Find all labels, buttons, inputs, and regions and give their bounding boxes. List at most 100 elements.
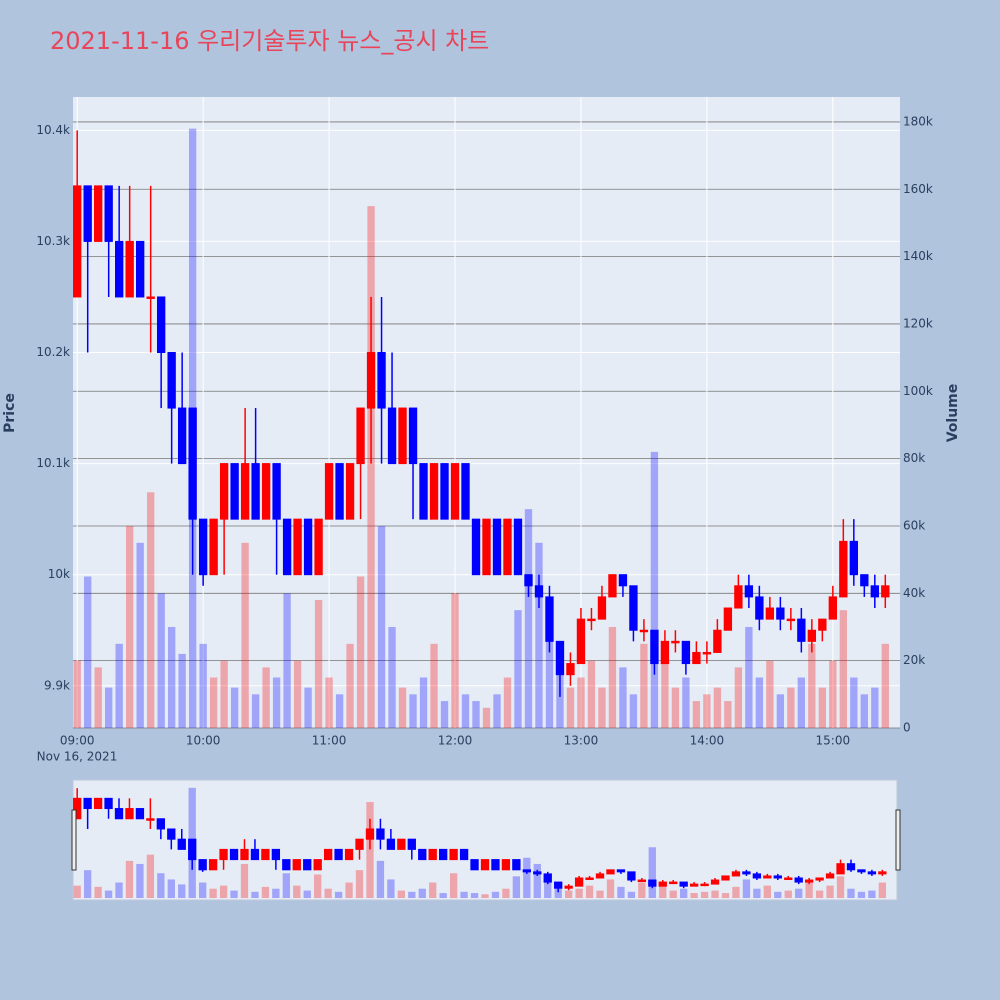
volume-bar — [304, 687, 312, 728]
volume-bar — [836, 876, 845, 898]
y-tick-label: 10.3k — [36, 234, 70, 248]
volume-bar — [868, 890, 876, 898]
volume-bar — [566, 687, 575, 728]
volume-bar — [847, 888, 855, 898]
candle-body — [669, 881, 678, 885]
candle-body — [356, 407, 365, 465]
candle-body — [608, 574, 617, 598]
candle-body — [115, 240, 124, 298]
candle-body — [219, 463, 229, 520]
candle-body — [387, 407, 397, 465]
candle-body — [240, 848, 249, 861]
candle-body — [293, 518, 302, 576]
volume-bar — [524, 509, 533, 728]
range-slider[interactable] — [72, 779, 898, 901]
volume-bar — [220, 660, 228, 728]
candle-body — [752, 873, 762, 879]
volume-bar — [167, 879, 175, 898]
volume-bar — [314, 600, 323, 728]
volume-bar — [430, 643, 438, 728]
volume-bar — [356, 576, 365, 728]
volume-bar — [808, 643, 816, 728]
candle-body — [167, 828, 176, 840]
candle-body — [543, 873, 552, 883]
volume-bar — [283, 593, 291, 728]
candle-body — [773, 875, 782, 879]
range-handle[interactable] — [71, 809, 77, 871]
volume-bar — [293, 660, 302, 728]
volume-bar — [724, 701, 732, 728]
volume-bar — [84, 576, 92, 728]
volume-bar — [335, 694, 344, 728]
volume-bar — [451, 593, 459, 728]
candle-body — [471, 518, 481, 576]
volume-bar — [648, 847, 656, 898]
x-tick-label: 09:00 — [60, 734, 95, 748]
volume-bar — [409, 694, 417, 728]
candle-body — [828, 596, 838, 620]
volume-bar — [272, 677, 281, 728]
candle-body — [229, 848, 239, 861]
candle-body — [459, 848, 469, 861]
volume-bar — [640, 643, 648, 728]
volume-bar — [115, 882, 123, 898]
volume-bar — [503, 677, 512, 728]
volume-bar — [157, 873, 165, 898]
candle-body — [629, 585, 638, 631]
volume-bar — [829, 660, 837, 728]
candle-body — [849, 540, 858, 576]
candle-body — [742, 871, 751, 875]
candle-body — [73, 185, 82, 298]
volume-bar — [787, 687, 795, 728]
candle-body — [125, 808, 134, 820]
volume-bar — [805, 882, 813, 898]
volume-bar — [680, 888, 688, 898]
volume-bar — [449, 873, 458, 898]
candle-body — [482, 518, 491, 576]
candle-body — [104, 797, 113, 810]
volume-bar — [700, 891, 709, 898]
candle-body — [188, 838, 197, 861]
volume-bar — [545, 626, 554, 728]
candle-body — [313, 859, 322, 871]
volume-bar — [682, 677, 690, 728]
candle-body — [689, 883, 699, 887]
candle-body — [534, 585, 544, 598]
volume-bar — [178, 653, 186, 728]
candle-body — [870, 585, 879, 598]
chart-title: 2021-11-16 우리기술투자 뉴스_공시 차트 — [50, 27, 489, 55]
volume-bar — [619, 667, 627, 728]
volume-bar — [564, 890, 573, 898]
candle-body — [188, 407, 197, 520]
candle-body — [272, 463, 281, 520]
y2-tick-label: 120k — [903, 316, 933, 330]
volume-bar — [491, 891, 500, 898]
volume-bar — [575, 888, 583, 898]
candle-body — [650, 629, 659, 665]
y2-tick-label: 60k — [903, 518, 925, 532]
candle-body — [344, 848, 354, 861]
candle-body — [731, 871, 741, 877]
candle-body — [522, 869, 531, 873]
volume-bar — [535, 542, 543, 728]
candle-body — [595, 873, 605, 879]
candle-body — [554, 881, 563, 889]
volume-bar — [272, 888, 280, 898]
volume-bar — [577, 677, 585, 728]
range-handle[interactable] — [895, 809, 901, 871]
candle-body — [209, 518, 218, 576]
candle-body — [545, 596, 554, 642]
candle-body — [815, 877, 824, 881]
candle-body — [208, 859, 218, 871]
volume-bar — [826, 885, 834, 898]
volume-bar — [146, 854, 155, 898]
volume-bar — [692, 701, 701, 728]
candle-body — [114, 808, 124, 820]
volume-bar — [734, 667, 743, 728]
candle-body — [261, 463, 271, 520]
volume-bar — [397, 890, 406, 898]
volume-bar — [755, 677, 764, 728]
candle-body — [710, 879, 720, 885]
candle-body — [167, 352, 176, 409]
